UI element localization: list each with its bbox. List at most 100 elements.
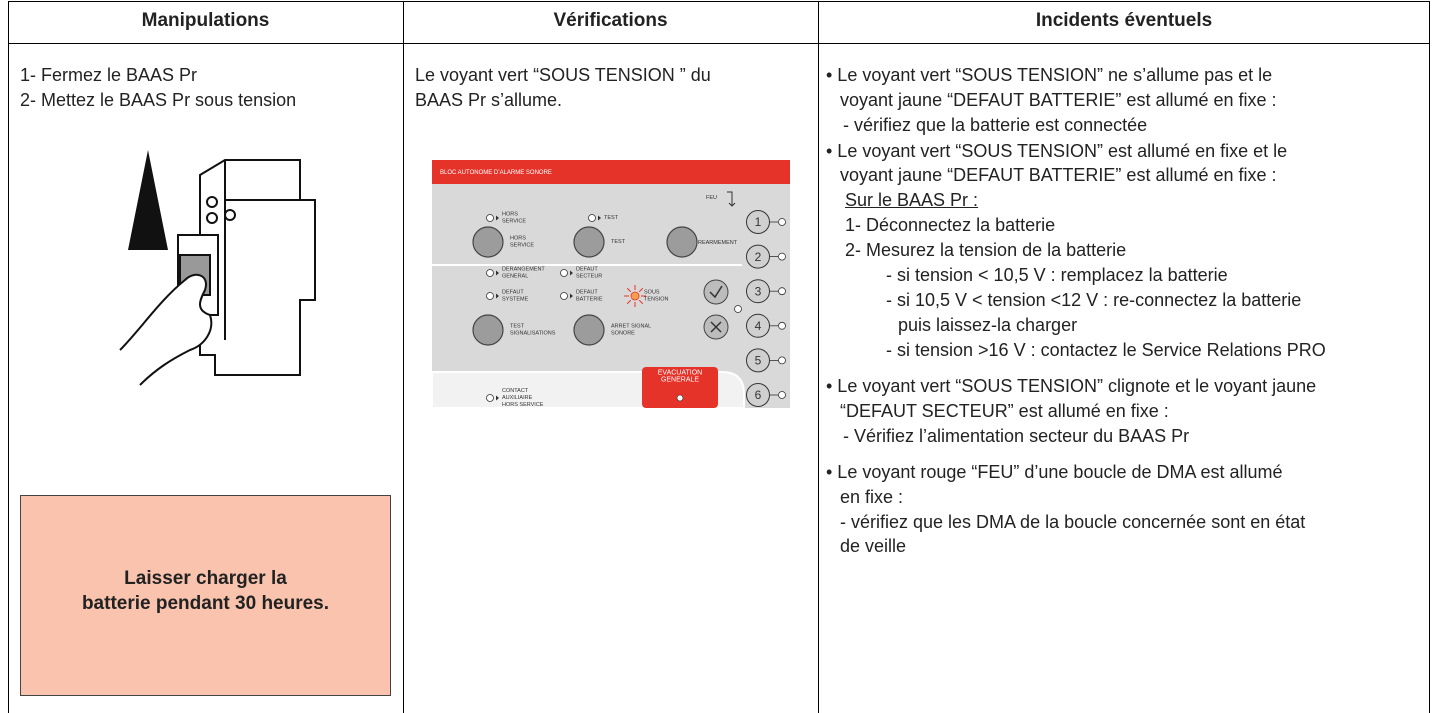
button [472,226,504,258]
button [472,314,504,346]
panel-label-line: EVACUATION [658,369,702,376]
hand [119,273,213,386]
led-arrow [496,395,499,401]
table-border [8,1,9,713]
incident-line: en fixe : [840,487,904,507]
panel-label-line: SYSTEME [502,297,529,303]
incident-line: - si tension < 10,5 V : remplacez la bat… [886,265,1228,285]
panel-label: REARMEMENT [698,240,738,246]
panel-label: DEFAUT BATTERIE [576,290,603,303]
led-arrow [496,293,499,299]
panel-label: CONTACT AUXILIAIRE HORS SERVICE [502,388,544,408]
panel-label-line: DERANGEMENT [502,267,545,273]
panel-label: SOUS TENSION [644,290,668,303]
panel-bg [432,160,790,408]
button [666,226,698,258]
panel-label: HORS SERVICE [502,212,526,225]
loop-led [778,218,786,226]
led-arrow [496,270,499,276]
loop-led [778,321,786,330]
panel-label-line: SIGNALISATIONS [510,331,556,337]
panel-label-line: BATTERIE [576,297,603,303]
table-border [403,1,404,713]
table-border [8,1,1430,2]
table-border [1429,1,1430,713]
panel-label: TEST [604,215,619,221]
button [573,314,605,346]
panel-label: TEST SIGNALISATIONS [510,324,556,337]
loop-number: 1 [755,215,762,229]
loop-led [778,356,786,365]
led [734,305,742,313]
check [709,285,723,299]
panel-label-line: SERVICE [510,243,534,249]
panel-label-line: GENERALE [661,376,699,383]
incident-line: - vérifiez que la batterie est connectée [843,115,1148,135]
panel-label-line: DEFAUT [576,290,598,296]
up-arrow [128,150,168,250]
panel-label-line: FEU [706,195,717,201]
led-arrow [570,270,573,276]
note-box: Laisser charger la batterie pendant 30 h… [20,495,391,696]
loop-number: 5 [755,354,762,368]
incident-line: de veille [840,536,907,556]
led-arrow [496,215,499,221]
incident-line: voyant jaune “DEFAUT BATTERIE” est allum… [840,165,1277,185]
column-header: Incidents éventuels [1035,10,1213,31]
step: 2- Mettez le BAAS Pr sous tension [20,90,297,110]
led [486,269,494,277]
panel-label-line: TEST [604,215,619,221]
panel-label-line: TENSION [644,297,668,303]
incident-line: Sur le BAAS Pr : [845,190,979,210]
validate-button [703,279,729,305]
breaker-illustration [119,150,316,386]
incident-line: • Le voyant vert “SOUS TENSION” clignote… [826,376,1317,396]
panel-label: FEU [706,195,717,201]
loop-led [778,287,786,296]
panel-label-line: DEFAUT [576,267,598,273]
panel-label-line: HORS [502,212,518,218]
loop-led [778,252,786,261]
column-header: Manipulations [141,10,270,31]
incident-line: - vérifiez que les DMA de la boucle conc… [840,512,1306,532]
panel-label-line: AUXILIAIRE [502,395,533,401]
panel-label-line: HORS [510,236,526,242]
panel-label-line: BLOC AUTONOME D’ALARME SONORE [440,170,552,176]
evacuation-led [676,394,684,402]
incident-line: • Le voyant vert “SOUS TENSION” ne s’all… [826,65,1273,85]
led-arrow [570,293,573,299]
panel-label: DEFAUT SECTEUR [576,267,602,280]
panel-label-line: SERVICE [502,219,526,225]
feu-arrow [727,191,736,207]
panel-label-line: SECTEUR [576,274,602,280]
incident-line: voyant jaune “DEFAUT BATTERIE” est allum… [840,90,1277,110]
incident-line: 1- Déconnectez la batterie [845,215,1056,235]
note-text: Laisser charger la [124,568,287,589]
panel-label-line: HORS SERVICE [502,402,544,408]
incident-line: • Le voyant rouge “FEU” d’une boucle de … [826,462,1283,482]
led-ray [638,299,644,305]
led-ray [626,299,632,305]
panel-label-line: TEST [510,324,525,330]
led [486,214,494,222]
note-text: batterie pendant 30 heures. [81,593,330,614]
loop-number: 3 [755,284,762,298]
panel-label-line: GENERAL [502,274,528,280]
cross [710,321,722,333]
panel-label-line: DEFAUT [502,290,524,296]
panel-label: EVACUATION GENERALE [658,369,702,383]
verification-text: Le voyant vert “SOUS TENSION ” du [415,65,711,85]
panel-label-line: SOUS [644,290,660,296]
panel-label: DEFAUT SYSTEME [502,290,529,303]
panel-label-line: TEST [611,239,626,245]
button [573,226,605,258]
column-header: Vérifications [553,10,668,31]
panel-label: TEST [611,239,626,245]
panel-label: ARRET SIGNAL SONORE [611,324,651,337]
step: 1- Fermez le BAAS Pr [20,65,198,85]
led [486,292,494,300]
loop-led [778,391,786,399]
panel-label-line: SONORE [611,331,635,337]
incident-line: • Le voyant vert “SOUS TENSION” est allu… [826,141,1288,161]
